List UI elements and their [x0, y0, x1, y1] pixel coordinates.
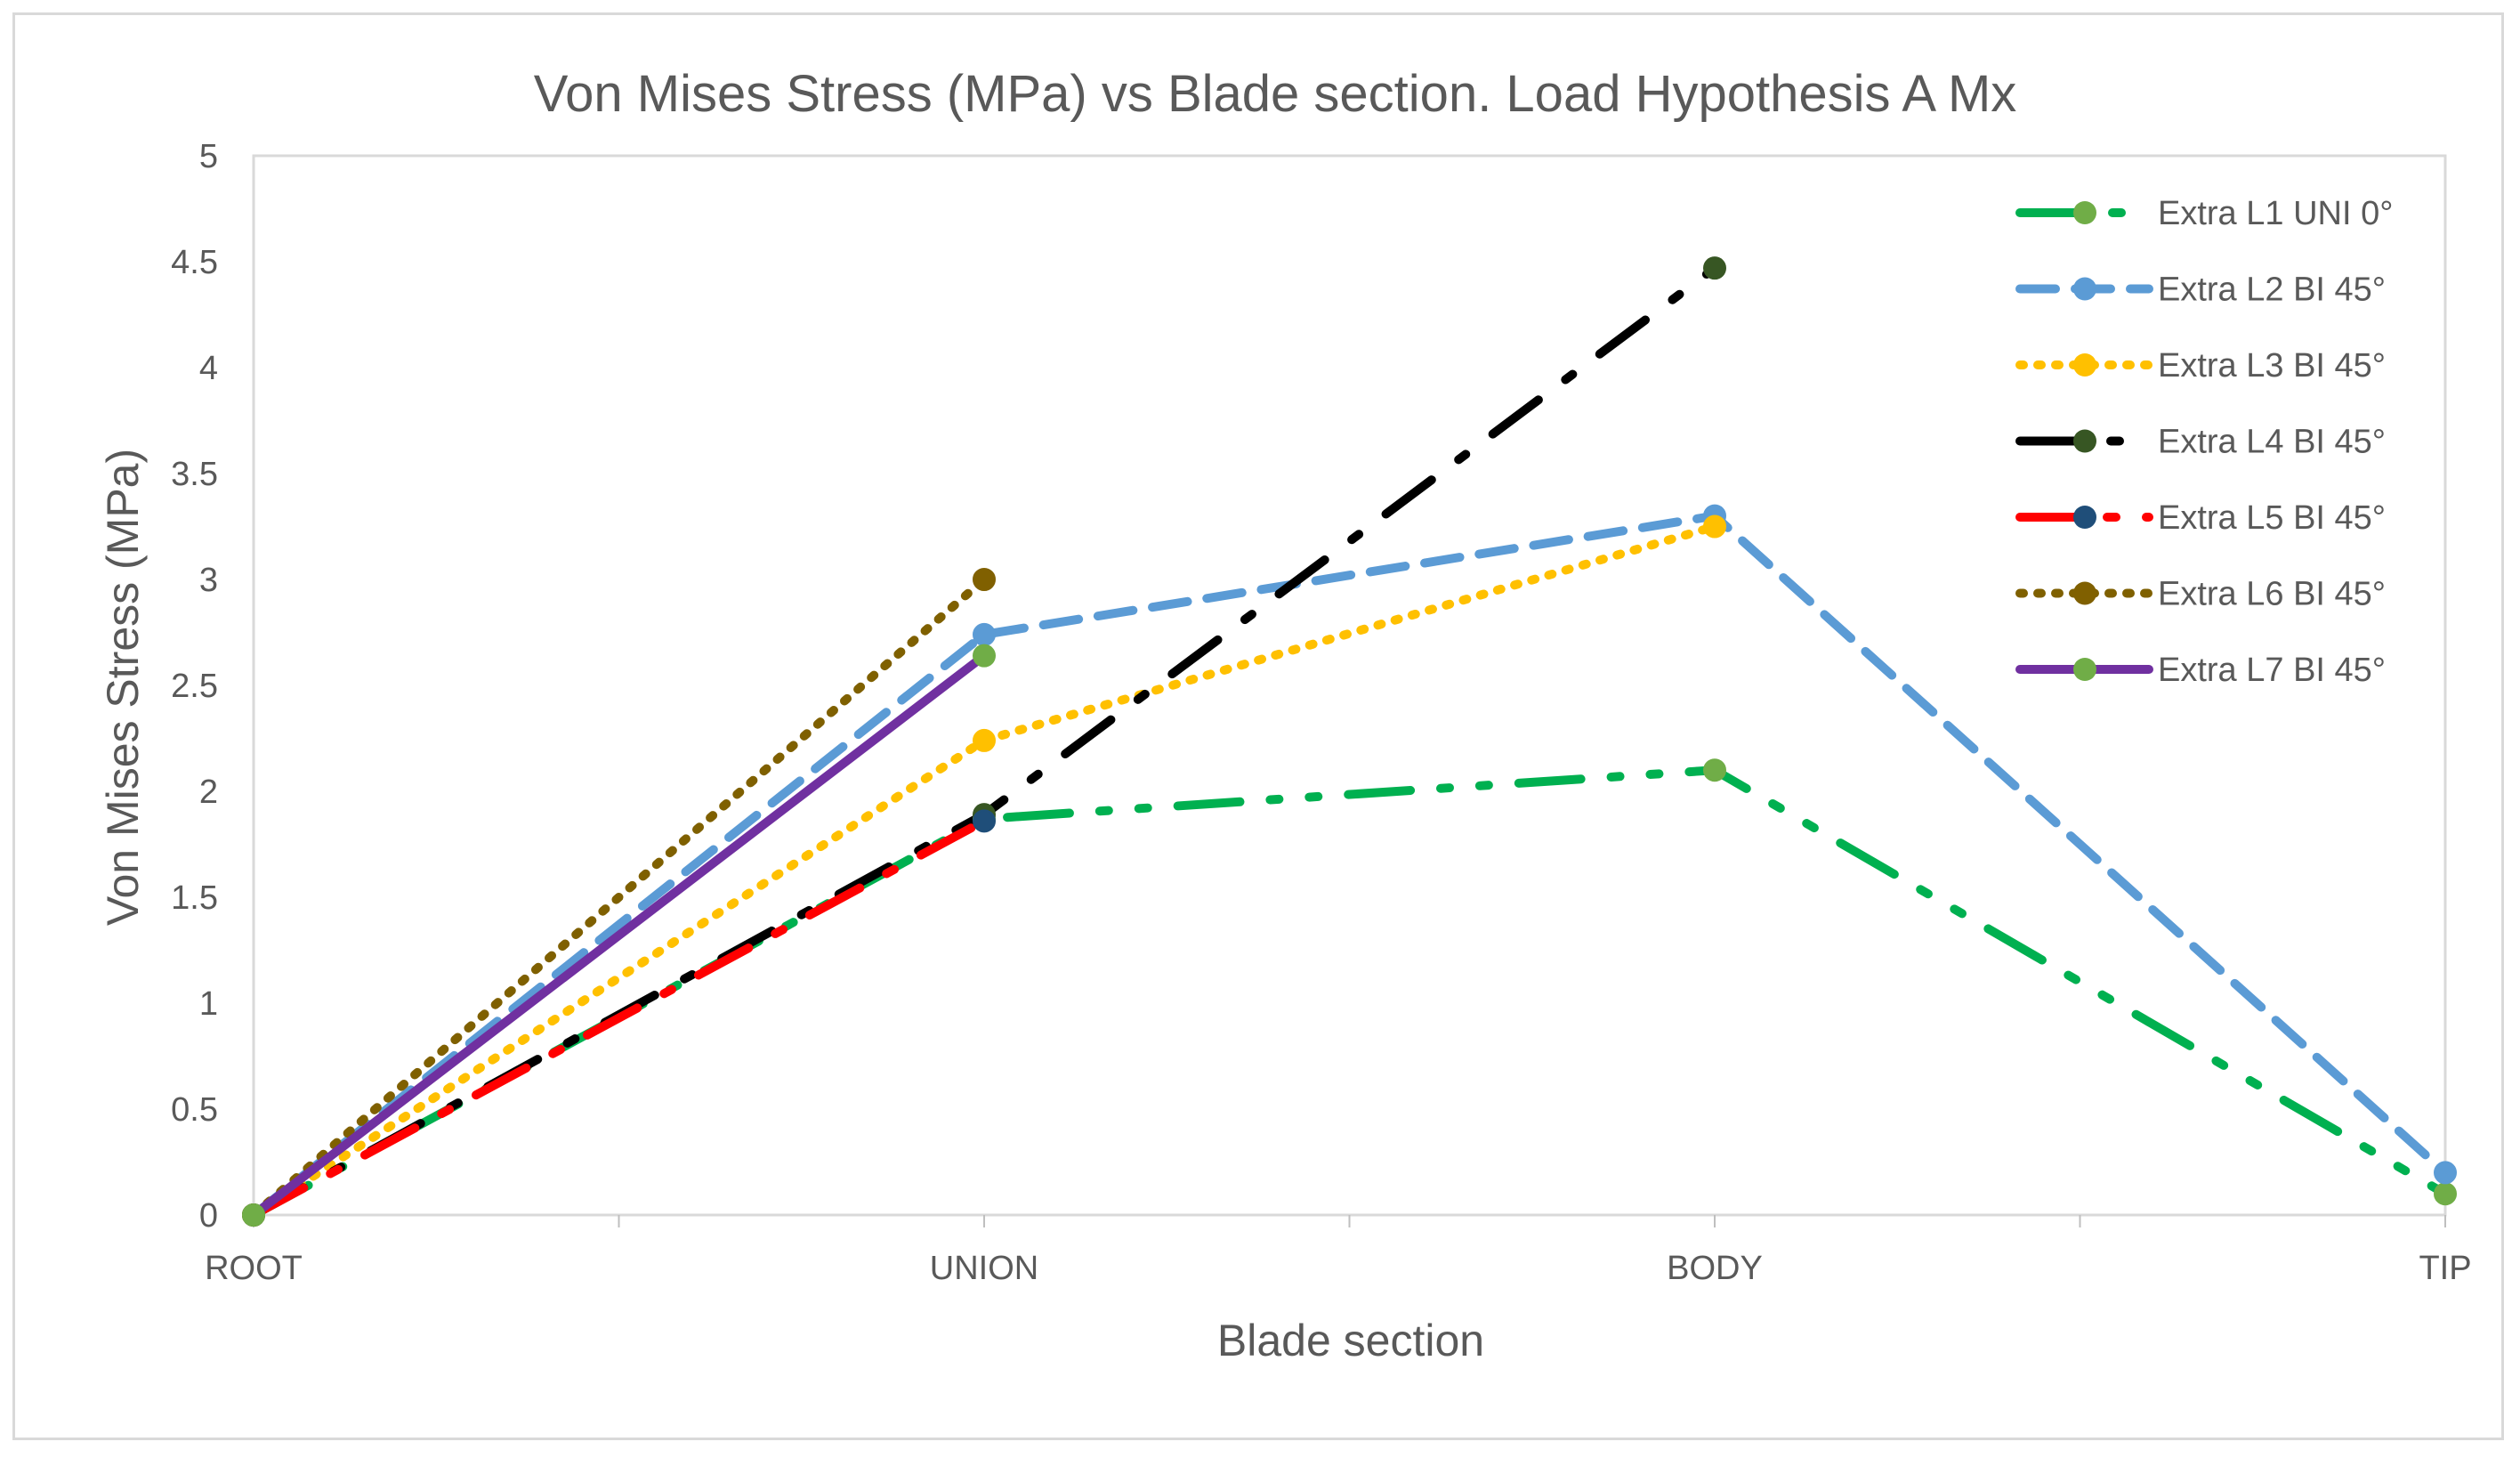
legend-marker-4	[2073, 429, 2096, 453]
legend-label-7: Extra L7 BI 45°	[2158, 652, 2386, 689]
series-3-point-union	[973, 728, 996, 752]
legend-marker-3	[2073, 353, 2096, 377]
x-tick-label: BODY	[1667, 1250, 1763, 1287]
legend-marker-2	[2073, 277, 2096, 301]
plot-area: 0 0.5 1 1.5 2 2.5 3 3.5 4 4.5 5 ROOT UNION BODY TIP	[171, 138, 2471, 1287]
x-tick-label: TIP	[2419, 1250, 2471, 1287]
chart-title: Von Mises Stress (MPa) vs Blade section.…	[534, 65, 2017, 123]
y-tick-label: 2.5	[171, 668, 218, 705]
series-line-5	[249, 816, 989, 1219]
y-tick-label: 3	[199, 562, 218, 599]
x-tick-label: UNION	[930, 1250, 1038, 1287]
series-4-point-body	[1703, 256, 1726, 280]
y-tick-label: 5	[199, 138, 218, 175]
y-tick-label: 2	[199, 774, 218, 811]
x-tick-label: ROOT	[205, 1250, 303, 1287]
series-line-6	[249, 575, 989, 1219]
series-line-1	[249, 765, 2450, 1219]
series-2-point-union	[973, 622, 996, 646]
legend: Extra L1 UNI 0° Extra L2 BI 45° Extra L3 B…	[2015, 195, 2393, 689]
series-6-point-union	[973, 568, 996, 591]
y-tick-label: 1	[199, 985, 218, 1023]
y-tick-label: 0.5	[171, 1091, 218, 1129]
legend-marker-5	[2073, 506, 2096, 529]
legend-label-1: Extra L1 UNI 0°	[2158, 195, 2393, 232]
legend-label-3: Extra L3 BI 45°	[2158, 347, 2386, 385]
legend-label-6: Extra L6 BI 45°	[2158, 576, 2386, 613]
x-axis-title: Blade section	[1217, 1316, 1484, 1365]
chart-frame	[12, 12, 2504, 1440]
series-2-point-tip	[2434, 1161, 2457, 1185]
series-1-point-tip	[2434, 1182, 2457, 1206]
series-7-point-root	[242, 1203, 265, 1227]
markers	[242, 256, 2457, 1227]
series-line-7	[249, 651, 989, 1219]
y-tick-label: 4.5	[171, 244, 218, 281]
y-tick-label: 1.5	[171, 879, 218, 917]
plot-border	[252, 154, 2447, 1217]
legend-label-4: Extra L4 BI 45°	[2158, 424, 2386, 461]
series-3-point-body	[1703, 514, 1726, 539]
series-line-2	[249, 511, 2450, 1219]
legend-label-2: Extra L2 BI 45°	[2158, 271, 2386, 309]
y-axis-title: Von Mises Stress (MPa)	[98, 449, 148, 926]
legend-label-5: Extra L5 BI 45°	[2158, 499, 2386, 537]
series-5-point-union	[973, 809, 996, 833]
series-7-point-union	[973, 644, 996, 668]
legend-marker-6	[2073, 581, 2096, 605]
y-tick-label: 4	[199, 350, 218, 387]
legend-marker-7	[2073, 658, 2096, 681]
legend-marker-1	[2073, 201, 2096, 224]
y-tick-label: 0	[199, 1197, 218, 1235]
series-1-point-body	[1703, 758, 1726, 782]
y-tick-label: 3.5	[171, 456, 218, 493]
